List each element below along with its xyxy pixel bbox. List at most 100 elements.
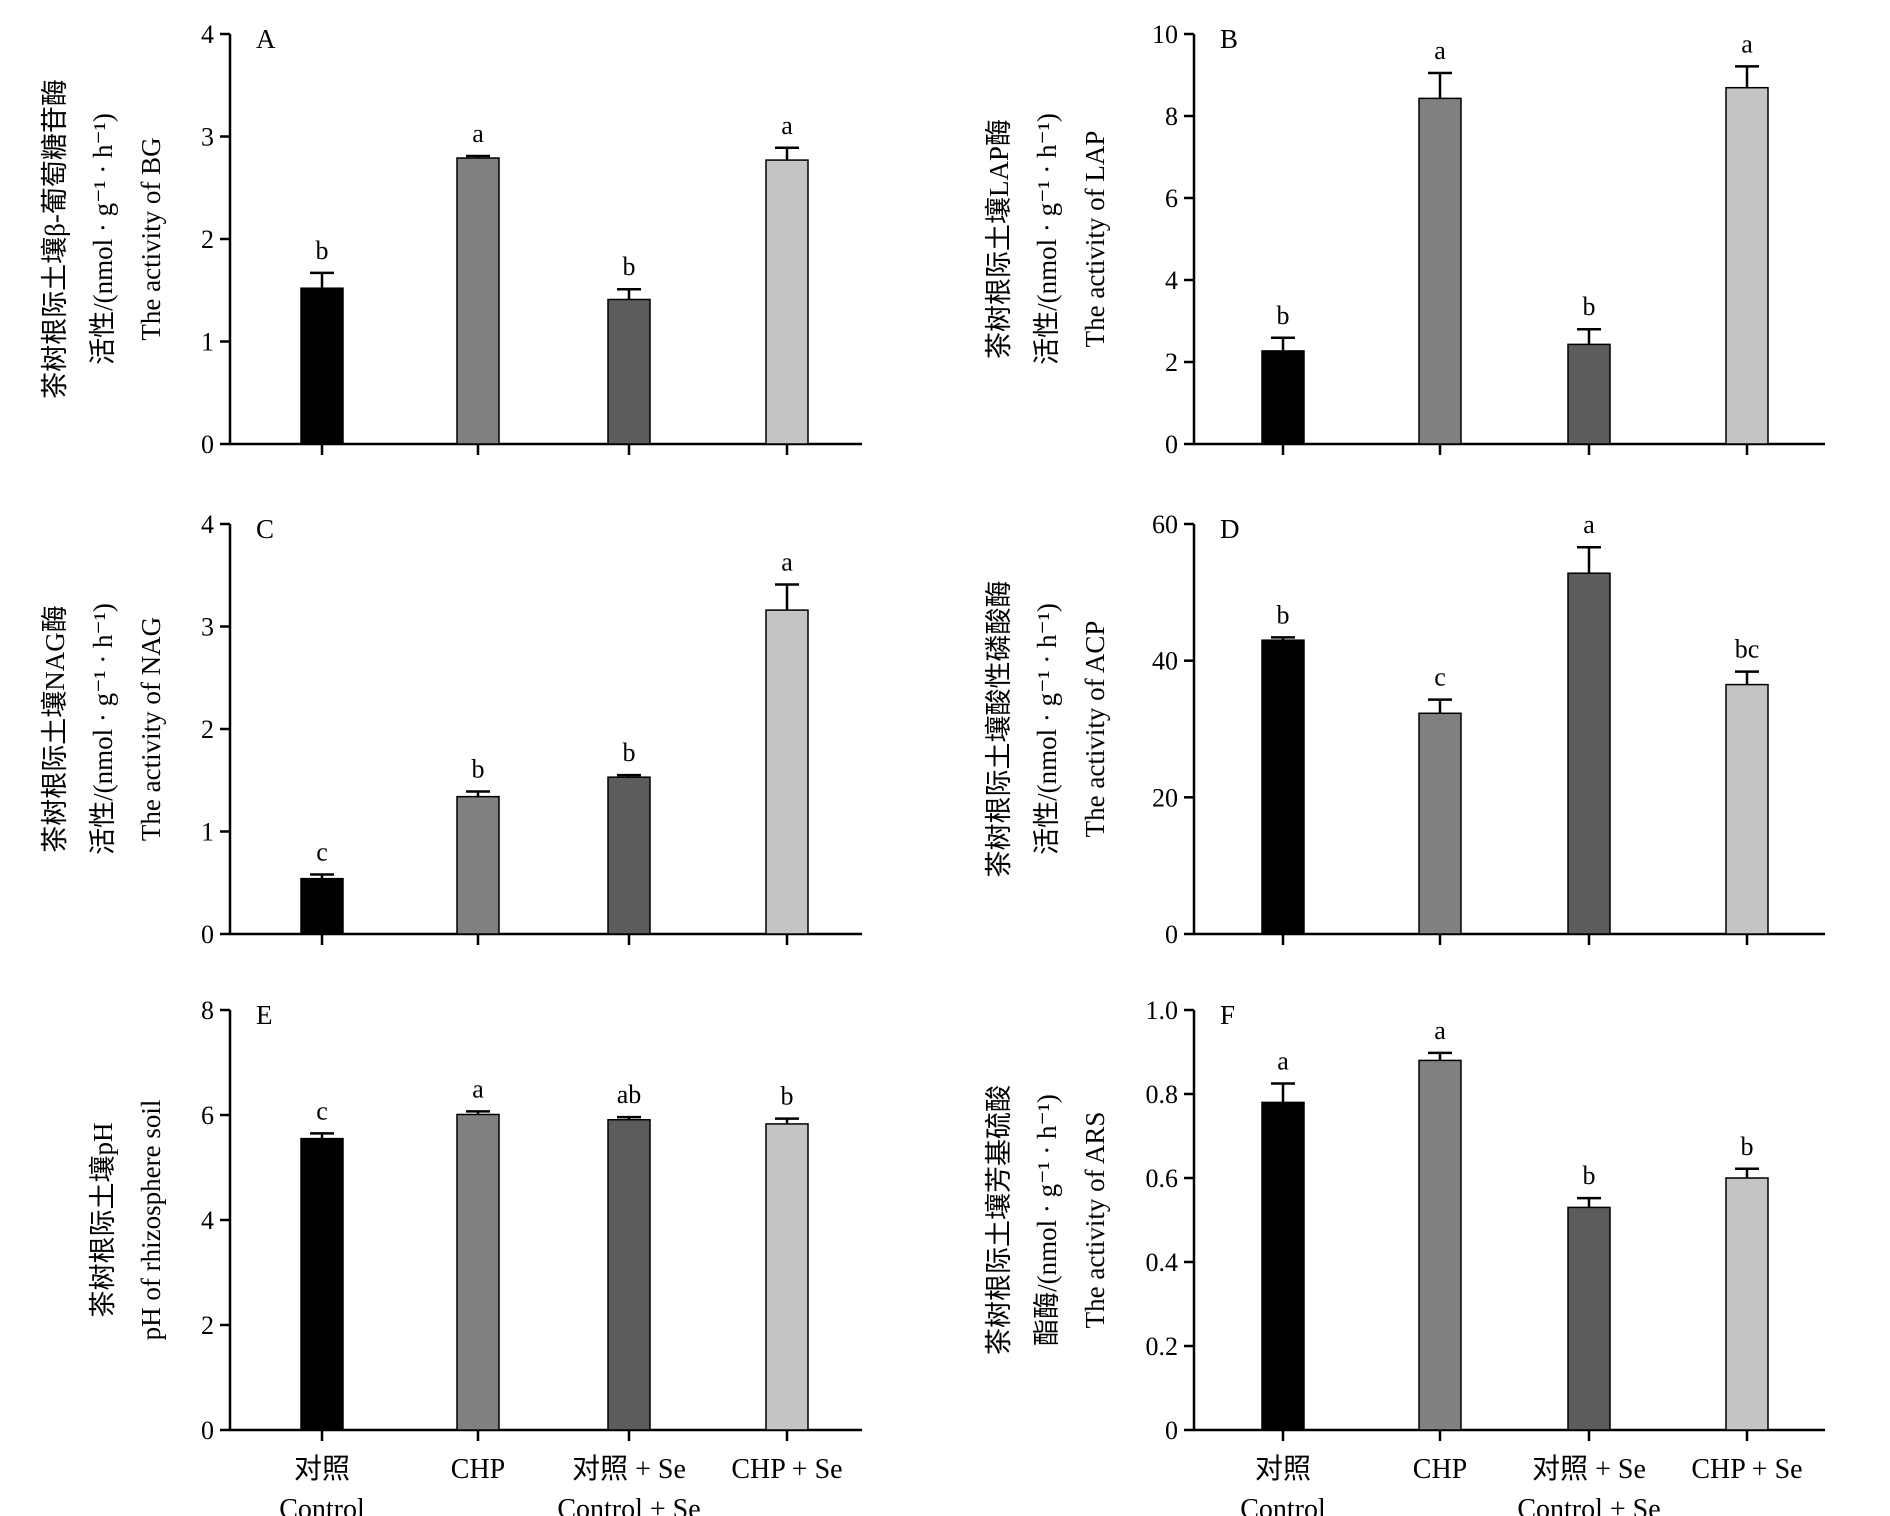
bar-a-4 <box>765 159 809 445</box>
y-axis-label: 活性/(nmol · g⁻¹ · h⁻¹) <box>1032 113 1062 365</box>
y-axis-label: 活性/(nmol · g⁻¹ · h⁻¹) <box>88 603 118 855</box>
bar-f-4 <box>1725 1177 1769 1431</box>
y-tick-label: 10 <box>1152 20 1178 49</box>
y-tick-label: 0.4 <box>1146 1248 1179 1277</box>
significance-letter: a <box>472 1074 484 1103</box>
bar-c-2 <box>456 795 500 935</box>
y-tick-label: 0 <box>201 430 214 459</box>
y-tick-label: 60 <box>1152 510 1178 539</box>
significance-letter: ab <box>617 1080 642 1109</box>
y-tick-label: 8 <box>201 996 214 1025</box>
y-tick-label: 6 <box>1165 184 1178 213</box>
y-tick-label: 6 <box>201 1101 214 1130</box>
significance-letter: a <box>1741 29 1753 58</box>
bar-c-1 <box>300 877 344 935</box>
significance-letter: a <box>1434 36 1446 65</box>
x-category-label: 对照 + Se <box>572 1453 686 1485</box>
y-tick-label: 4 <box>201 510 214 539</box>
y-axis-label: The activity of NAG <box>136 617 166 841</box>
bar-f-1 <box>1261 1101 1305 1431</box>
x-category-label-en: Control + Se <box>557 1494 700 1516</box>
y-tick-label: 0.2 <box>1146 1332 1179 1361</box>
significance-letter: c <box>1434 663 1446 692</box>
x-category-label: CHP <box>451 1454 505 1485</box>
panel-label: B <box>1220 24 1238 54</box>
significance-letter: b <box>623 252 636 281</box>
y-tick-label: 0 <box>201 1416 214 1445</box>
bar-e-4 <box>765 1123 809 1431</box>
y-tick-label: 0 <box>201 920 214 949</box>
x-category-label: 对照 <box>294 1453 350 1485</box>
significance-letter: b <box>781 1082 794 1111</box>
y-axis-label: 茶树根际土壤β-葡萄糖苷酶 <box>40 79 70 399</box>
bar-c-4 <box>765 609 809 935</box>
y-axis-label: 茶树根际土壤酸性磷酸酶 <box>984 581 1014 878</box>
y-tick-label: 0 <box>1165 920 1178 949</box>
significance-letter: c <box>316 1096 328 1125</box>
significance-letter: bc <box>1735 635 1760 664</box>
y-axis-label: 活性/(nmol · g⁻¹ · h⁻¹) <box>88 113 118 365</box>
bar-a-2 <box>456 157 500 445</box>
significance-letter: b <box>1277 301 1290 330</box>
y-axis-label: 茶树根际土壤芳基硫酸 <box>984 1085 1014 1355</box>
significance-letter: a <box>1277 1047 1289 1076</box>
significance-letter: b <box>1741 1132 1754 1161</box>
bar-d-2 <box>1418 712 1462 935</box>
y-axis-label: 茶树根际土壤NAG酶 <box>40 605 70 853</box>
x-category-label-en: Control <box>279 1494 365 1516</box>
y-axis-label: The activity of LAP <box>1080 131 1110 348</box>
x-category-label-en: Control + Se <box>1517 1494 1660 1516</box>
y-tick-label: 0 <box>1165 430 1178 459</box>
y-tick-label: 4 <box>201 1206 214 1235</box>
significance-letter: a <box>781 111 793 140</box>
y-axis-label: 茶树根际土壤LAP酶 <box>984 119 1014 359</box>
y-tick-label: 40 <box>1152 647 1178 676</box>
panel-label: F <box>1220 1000 1235 1030</box>
x-category-label: 对照 + Se <box>1532 1453 1646 1485</box>
chart-panel-a: 0 1 2 3 4 A 茶树根际土壤β-葡萄糖苷酶 活性/(nmol · g⁻¹ · h⁻¹)… <box>40 20 862 459</box>
chart-panel-b: 0 2 4 6 8 10 B 茶树根际土壤LAP酶 活性/(nmol · g⁻¹ · h⁻¹) T… <box>984 20 1825 459</box>
significance-letter: a <box>1583 510 1595 539</box>
y-tick-label: 2 <box>201 1311 214 1340</box>
y-tick-label: 1.0 <box>1146 996 1179 1025</box>
y-tick-label: 1 <box>201 818 214 847</box>
bar-b-4 <box>1725 86 1769 445</box>
bar-d-4 <box>1725 683 1769 935</box>
x-category-label: CHP <box>1413 1454 1467 1485</box>
bar-c-3 <box>607 776 651 935</box>
bar-e-1 <box>300 1137 344 1431</box>
y-axis-label: 酯酶/(nmol · g⁻¹ · h⁻¹) <box>1032 1094 1062 1346</box>
chart-panel-c: 0 1 2 3 4 C 茶树根际土壤NAG酶 活性/(nmol · g⁻¹ · h⁻¹) The… <box>40 510 862 949</box>
y-tick-label: 20 <box>1152 783 1178 812</box>
significance-letter: b <box>1583 1161 1596 1190</box>
y-tick-label: 0.8 <box>1146 1080 1179 1109</box>
panel-label: A <box>256 24 276 54</box>
significance-letter: b <box>1277 600 1290 629</box>
y-tick-label: 2 <box>201 715 214 744</box>
x-category-label: CHP + Se <box>1691 1454 1802 1485</box>
y-tick-label: 8 <box>1165 102 1178 131</box>
bar-f-3 <box>1567 1206 1611 1431</box>
bar-a-3 <box>607 298 651 445</box>
bar-b-3 <box>1567 343 1611 445</box>
bar-e-2 <box>456 1113 500 1431</box>
y-axis-label: pH of rhizosphere soil <box>136 1100 166 1341</box>
bar-e-3 <box>607 1118 651 1431</box>
panel-label: D <box>1220 514 1240 544</box>
y-tick-label: 2 <box>201 225 214 254</box>
y-tick-label: 1 <box>201 328 214 357</box>
x-category-label: 对照 <box>1255 1453 1311 1485</box>
chart-panel-e: 0 2 4 6 8 E 茶树根际土壤pH pH of rhizosphere soil c a ab… <box>88 996 862 1516</box>
y-tick-label: 0.6 <box>1146 1164 1179 1193</box>
significance-letter: c <box>316 838 328 867</box>
significance-letter: b <box>1583 292 1596 321</box>
panel-label: E <box>256 1000 273 1030</box>
significance-letter: a <box>472 119 484 148</box>
bar-d-1 <box>1261 639 1305 935</box>
y-axis-label: 茶树根际土壤pH <box>88 1123 118 1318</box>
y-tick-label: 2 <box>1165 348 1178 377</box>
y-axis-label: The activity of ACP <box>1080 621 1110 838</box>
x-category-label: CHP + Se <box>731 1454 842 1485</box>
bar-d-3 <box>1567 572 1611 935</box>
